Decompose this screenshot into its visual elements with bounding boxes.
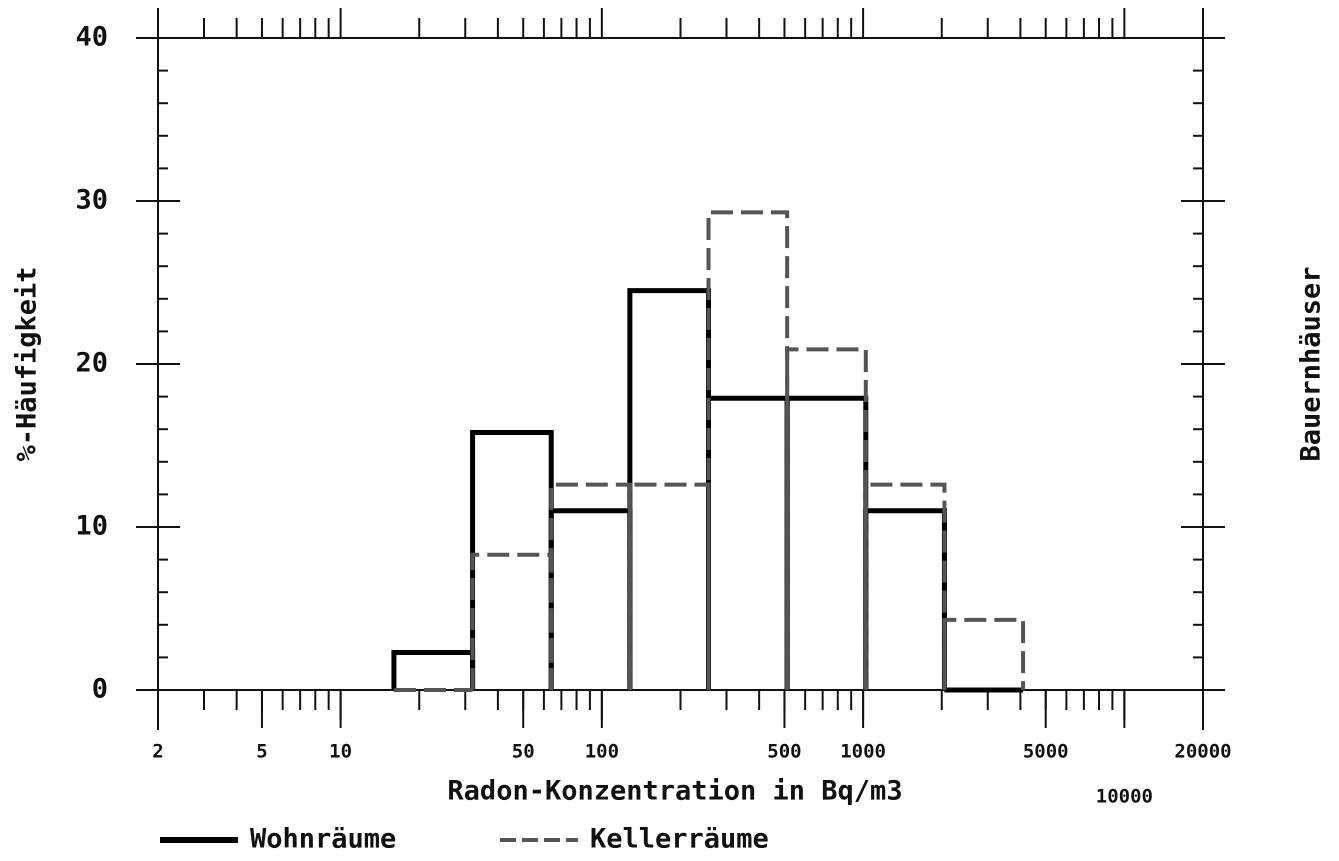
- y-axis-label: %-Häufigkeit: [12, 266, 43, 461]
- histogram-bar: [470, 429, 554, 690]
- y-tick-label: 40: [75, 22, 108, 53]
- x-tick-label: 10: [329, 741, 352, 763]
- legend-label: Kellerräume: [590, 824, 769, 855]
- x-tick-label: 2: [152, 741, 163, 763]
- histogram-bar: [706, 395, 790, 690]
- x-tick-label: 10000: [1096, 786, 1153, 808]
- x-axis-label: Radon-Konzentration in Bq/m3: [447, 776, 902, 807]
- histogram-bar: [548, 508, 633, 690]
- histogram-bar: [549, 482, 632, 690]
- x-tick-label: 5: [256, 741, 267, 763]
- x-tick-label: 5000: [1023, 741, 1069, 763]
- x-tick-label: 1000: [840, 741, 886, 763]
- histogram-bar: [863, 508, 947, 690]
- x-tick-label: 50: [512, 741, 535, 763]
- y-tick-label: 10: [75, 511, 108, 542]
- y-tick-label: 20: [75, 348, 108, 379]
- histogram-bar: [942, 617, 1026, 690]
- side-label: Bauernhäuser: [1296, 266, 1327, 461]
- x-tick-label: 20000: [1174, 741, 1231, 763]
- legend-label: Wohnräume: [250, 824, 396, 855]
- y-tick-label: 0: [92, 674, 108, 705]
- x-tick-label: 500: [767, 741, 801, 763]
- histogram-bar: [391, 650, 476, 690]
- histogram-bar: [627, 288, 712, 690]
- histogram-bar: [706, 210, 790, 690]
- x-tick-label: 100: [585, 741, 619, 763]
- histogram-bar: [627, 482, 711, 690]
- y-tick-label: 30: [75, 185, 108, 216]
- histogram-bar: [784, 395, 869, 690]
- histogram-bar: [470, 552, 554, 690]
- histogram-bar: [863, 482, 947, 690]
